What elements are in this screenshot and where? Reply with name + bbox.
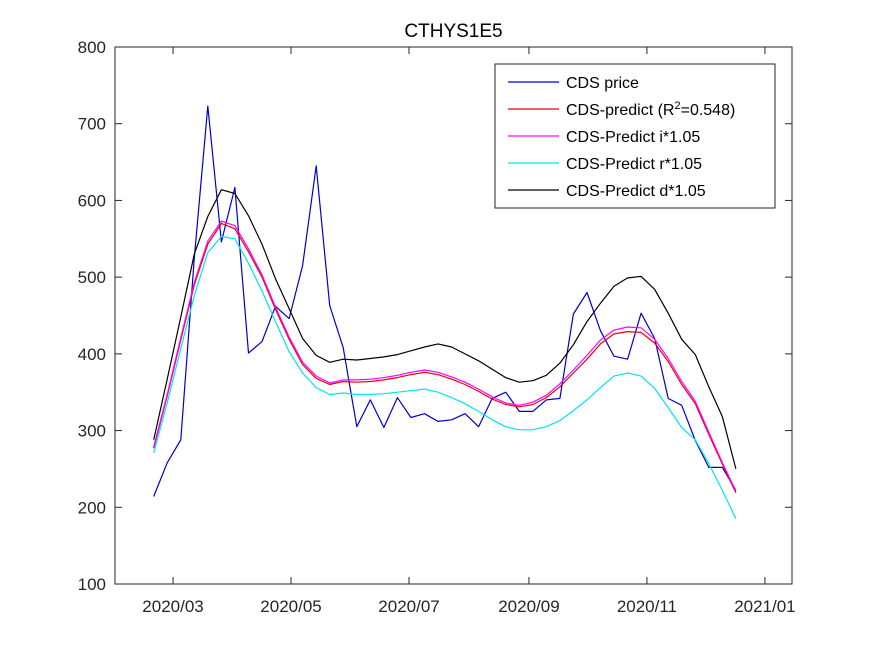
y-tick-label: 500 bbox=[78, 268, 106, 287]
y-tick-label: 600 bbox=[78, 191, 106, 210]
x-axis: 2020/03 2020/05 2020/07 2020/09 2020/11 2021/… bbox=[142, 47, 796, 616]
series-line-1 bbox=[153, 105, 737, 497]
y-tick-label: 400 bbox=[78, 345, 106, 364]
x-tick-label: 2020/11 bbox=[617, 597, 677, 616]
series-line-4 bbox=[153, 235, 737, 520]
legend: CDS price CDS-predict (R2=0.548) CDS-Predi… bbox=[494, 63, 776, 209]
legend-label: CDS-Predict i*1.05 bbox=[566, 129, 700, 146]
legend-label: CDS-Predict d*1.05 bbox=[566, 183, 706, 200]
y-axis: 100 200 300 400 500 600 700 800 bbox=[78, 38, 792, 594]
y-tick-label: 800 bbox=[78, 38, 106, 57]
y-tick-label: 100 bbox=[78, 575, 106, 594]
y-tick-label: 200 bbox=[78, 498, 106, 517]
axes-box bbox=[114, 46, 793, 585]
x-tick-label: 2021/01 bbox=[734, 597, 795, 616]
series-line-3 bbox=[153, 220, 737, 492]
y-tick-label: 700 bbox=[78, 115, 106, 134]
chart-title: CTHYS1E5 bbox=[404, 21, 502, 42]
series-line-5 bbox=[153, 189, 737, 470]
x-tick-label: 2020/07 bbox=[378, 597, 439, 616]
series-layer bbox=[153, 105, 737, 520]
legend-label: CDS-predict (R2=0.548) bbox=[566, 100, 735, 119]
y-tick-label: 300 bbox=[78, 422, 106, 441]
legend-label: CDS price bbox=[566, 75, 639, 92]
x-tick-label: 2020/05 bbox=[260, 597, 321, 616]
legend-label: CDS-Predict r*1.05 bbox=[566, 156, 702, 173]
series-line-2 bbox=[153, 222, 737, 493]
x-tick-label: 2020/09 bbox=[498, 597, 559, 616]
x-tick-label: 2020/03 bbox=[142, 597, 203, 616]
